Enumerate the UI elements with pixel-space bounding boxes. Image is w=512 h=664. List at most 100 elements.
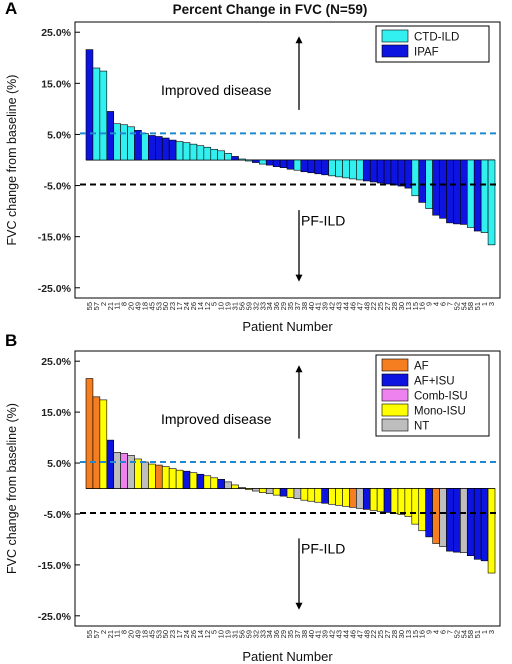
bar [155, 136, 163, 161]
bar [210, 148, 219, 161]
legend-swatch [381, 388, 409, 402]
x-tick-label: 55 [85, 630, 94, 638]
bar [376, 159, 385, 184]
x-tick-label: 27 [383, 630, 392, 638]
bar [418, 488, 426, 532]
x-tick-label: 16 [418, 630, 427, 638]
x-tick-label: 57 [92, 630, 101, 638]
bar [397, 488, 406, 515]
up-arrow-head [295, 365, 303, 373]
bar [321, 159, 329, 176]
bar [92, 396, 101, 489]
bar [446, 159, 454, 224]
x-tick-label: 9 [425, 302, 434, 306]
bar [231, 484, 239, 489]
bar [127, 126, 135, 161]
x-tick-label: 32 [251, 630, 260, 638]
y-axis-label: FVC change from baseline (%) [5, 403, 19, 574]
x-tick-label: 9 [425, 630, 434, 634]
bar [99, 70, 108, 161]
x-tick-label: 42 [328, 630, 337, 638]
bar [293, 488, 302, 499]
bar [328, 488, 336, 505]
x-tick-label: 56 [237, 302, 246, 310]
x-tick-label: 19 [224, 302, 233, 310]
bar [120, 124, 128, 161]
bar [120, 453, 128, 489]
bar [259, 488, 267, 493]
x-tick-label: 38 [300, 302, 309, 310]
bar [473, 488, 482, 560]
x-tick-label: 23 [168, 302, 177, 310]
bar [224, 153, 232, 161]
x-tick-label: 24 [182, 302, 191, 310]
x-tick-label: 20 [127, 302, 136, 310]
bar [369, 488, 378, 511]
x-tick-label: 11 [113, 302, 122, 310]
x-tick-label: 44 [341, 630, 350, 638]
x-tick-label: 46 [348, 630, 357, 638]
bar [272, 159, 281, 167]
legend-swatch [381, 358, 409, 372]
x-tick-label: 43 [335, 302, 344, 310]
bar [466, 159, 475, 228]
x-tick-label: 56 [237, 630, 246, 638]
bar [369, 159, 378, 183]
x-tick-label: 26 [189, 630, 198, 638]
x-tick-label: 46 [348, 302, 357, 310]
bar [168, 468, 177, 489]
x-tick-label: 17 [175, 630, 184, 638]
x-tick-label: 33 [258, 302, 267, 310]
y-tick-label: 25.0% [41, 27, 71, 39]
x-tick-label: 30 [397, 302, 406, 310]
bar [238, 487, 246, 489]
bar [335, 159, 343, 178]
panel-letter: A [5, 0, 17, 18]
x-tick-label: 39 [321, 302, 330, 310]
x-tick-label: 54 [459, 630, 468, 638]
bar [390, 159, 399, 186]
bar [238, 158, 246, 161]
bar [411, 159, 420, 197]
bar [217, 150, 225, 161]
bar [85, 378, 94, 489]
bar [210, 477, 219, 489]
bar [175, 141, 184, 161]
x-tick-label: 14 [196, 630, 205, 638]
bar [342, 488, 350, 507]
x-tick-label: 42 [328, 302, 337, 310]
bar [217, 479, 225, 489]
bar [141, 461, 149, 489]
x-tick-label: 21 [106, 302, 115, 310]
y-axis-label: FVC change from baseline (%) [5, 75, 19, 246]
bar [189, 472, 198, 489]
bar [182, 470, 191, 489]
annotation-improved-disease: Improved disease [161, 411, 272, 427]
bar [362, 488, 371, 510]
x-tick-label: 10 [217, 302, 226, 310]
bar [252, 488, 260, 492]
x-tick-label: 58 [466, 630, 475, 638]
x-tick-label: 15 [411, 630, 420, 638]
down-arrow-head [295, 274, 303, 282]
legend-label: Mono-ISU [414, 406, 466, 418]
legend-label: Comb-ISU [414, 391, 468, 403]
x-tick-label: 45 [147, 302, 156, 310]
bar [189, 143, 198, 161]
x-tick-label: 25 [376, 630, 385, 638]
bar [161, 137, 170, 161]
x-tick-label: 1 [480, 302, 489, 306]
bar [182, 142, 191, 161]
bar [196, 145, 205, 161]
bar [231, 156, 239, 161]
bar [113, 452, 121, 489]
x-tick-label: 15 [411, 302, 420, 310]
bar [362, 159, 371, 182]
legend-label: CTD-ILD [414, 32, 459, 44]
bar [245, 159, 253, 162]
x-tick-label: 37 [293, 630, 302, 638]
x-tick-label: 37 [293, 302, 302, 310]
plot-frame [74, 350, 501, 627]
bar [446, 488, 454, 552]
